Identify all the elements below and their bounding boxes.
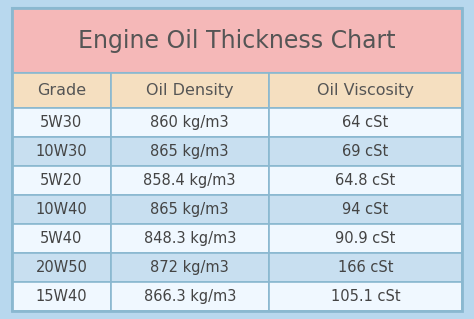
Bar <box>111 224 268 253</box>
Text: 64.8 cSt: 64.8 cSt <box>335 173 395 188</box>
Text: 10W30: 10W30 <box>36 144 87 159</box>
Text: 64 cSt: 64 cSt <box>342 115 389 130</box>
Bar <box>12 253 111 282</box>
Text: 865 kg/m3: 865 kg/m3 <box>150 202 229 217</box>
Bar <box>12 224 111 253</box>
Bar <box>268 253 462 282</box>
Text: 866.3 kg/m3: 866.3 kg/m3 <box>144 289 236 304</box>
Text: 94 cSt: 94 cSt <box>342 202 389 217</box>
Bar <box>111 282 268 311</box>
Bar <box>111 108 268 137</box>
Bar <box>268 108 462 137</box>
Bar <box>268 224 462 253</box>
Bar <box>12 108 111 137</box>
Bar <box>111 137 268 166</box>
Text: 5W30: 5W30 <box>40 115 82 130</box>
Bar <box>111 166 268 195</box>
Bar <box>12 73 111 108</box>
Text: 20W50: 20W50 <box>36 260 87 275</box>
Bar <box>268 195 462 224</box>
Text: 15W40: 15W40 <box>36 289 87 304</box>
Text: Grade: Grade <box>37 83 86 98</box>
Text: 90.9 cSt: 90.9 cSt <box>335 231 395 246</box>
Text: 69 cSt: 69 cSt <box>342 144 389 159</box>
Bar <box>111 73 268 108</box>
Bar <box>12 137 111 166</box>
Bar <box>268 166 462 195</box>
Text: 860 kg/m3: 860 kg/m3 <box>150 115 229 130</box>
Text: Engine Oil Thickness Chart: Engine Oil Thickness Chart <box>78 29 396 53</box>
Text: 858.4 kg/m3: 858.4 kg/m3 <box>144 173 236 188</box>
Bar <box>268 73 462 108</box>
Text: Oil Density: Oil Density <box>146 83 234 98</box>
Text: Oil Viscosity: Oil Viscosity <box>317 83 414 98</box>
Text: 872 kg/m3: 872 kg/m3 <box>150 260 229 275</box>
Text: 10W40: 10W40 <box>36 202 87 217</box>
Text: 865 kg/m3: 865 kg/m3 <box>150 144 229 159</box>
Text: 5W20: 5W20 <box>40 173 82 188</box>
Bar <box>12 282 111 311</box>
Bar <box>111 195 268 224</box>
Bar <box>12 166 111 195</box>
Text: 166 cSt: 166 cSt <box>337 260 393 275</box>
Bar <box>111 253 268 282</box>
Bar <box>12 195 111 224</box>
Bar <box>12 8 462 73</box>
Text: 848.3 kg/m3: 848.3 kg/m3 <box>144 231 236 246</box>
Bar <box>268 137 462 166</box>
Bar <box>268 282 462 311</box>
Text: 105.1 cSt: 105.1 cSt <box>330 289 400 304</box>
Text: 5W40: 5W40 <box>40 231 82 246</box>
